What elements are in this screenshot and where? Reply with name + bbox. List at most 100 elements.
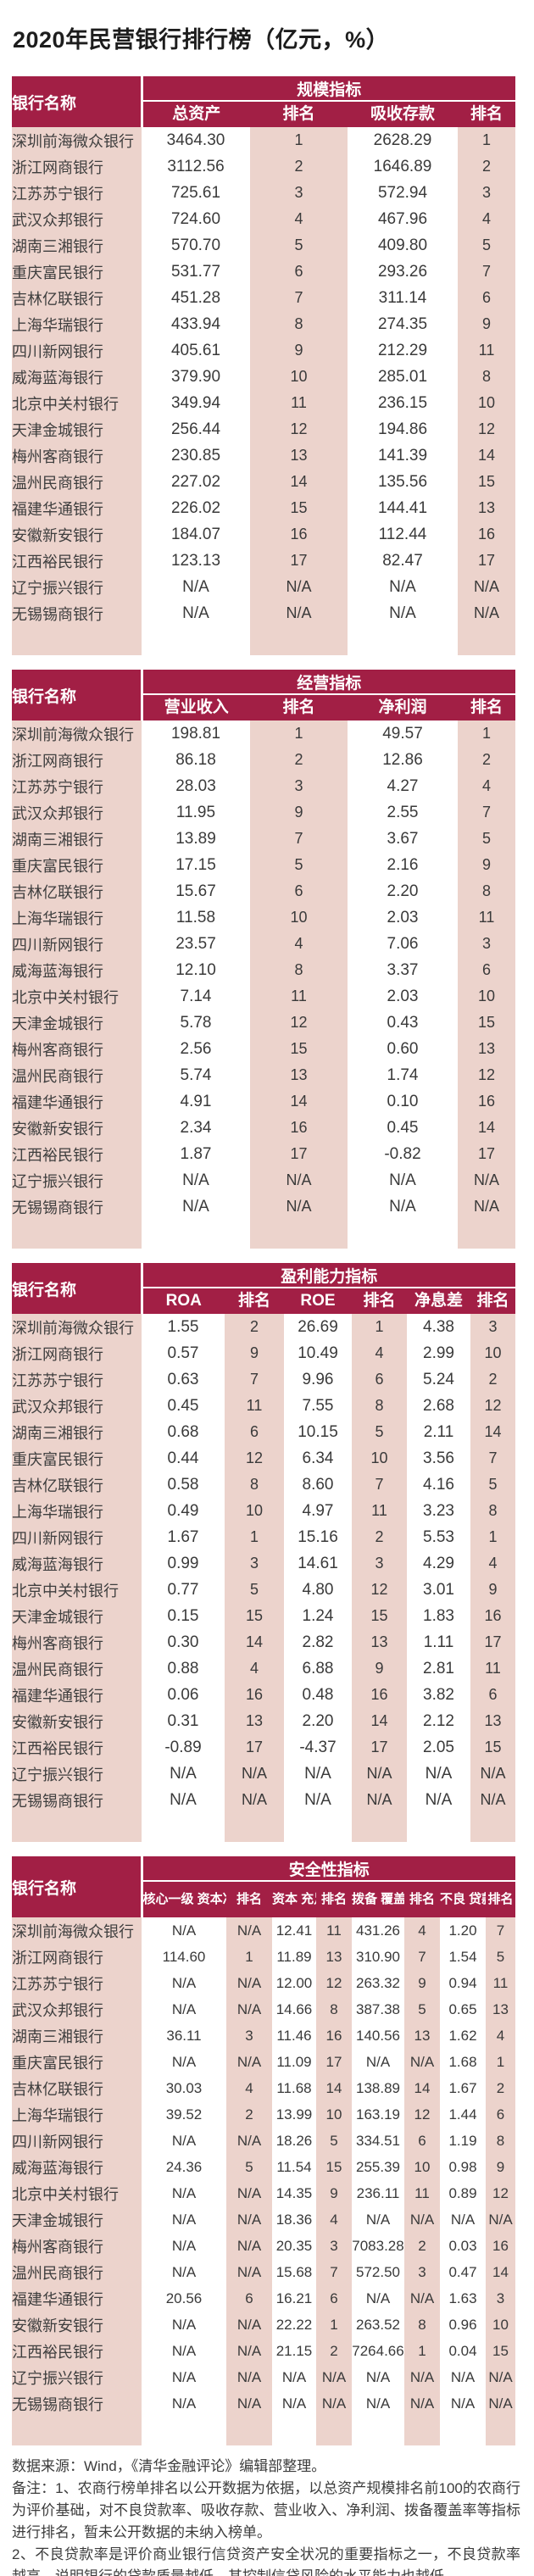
value-cell: 0.30 <box>142 1629 225 1655</box>
rank-cell: 4 <box>225 1655 284 1682</box>
table-row: 安徽新安银行 2.34 16 0.45 14 <box>12 1115 516 1141</box>
bank-name-cell: 江西裕民银行 <box>12 548 142 574</box>
rank-cell: 14 <box>470 1419 516 1445</box>
bank-name-cell: 四川新网银行 <box>12 337 142 364</box>
table-row: 福建华通银行 20.56 6 16.21 6 N/A N/A 1.63 3 <box>12 2285 516 2312</box>
table-row: 北京中关村银行 349.94 11 236.15 10 <box>12 390 516 416</box>
rank-cell: 4 <box>404 1917 440 1944</box>
value-cell: 0.96 <box>440 2312 486 2338</box>
rank-cell: 10 <box>404 2154 440 2180</box>
scale-indicators-table: 银行名称 规模指标 总资产 排名 吸收存款 排名 深圳前海微众银行 3464.30 1 2628.… <box>12 76 516 655</box>
rank-cell: 13 <box>458 1036 516 1062</box>
value-cell: 5.24 <box>407 1366 470 1393</box>
value-cell: 1.11 <box>407 1629 470 1655</box>
rank-cell: N/A <box>226 2338 272 2364</box>
table-row: 重庆富民银行 0.44 12 6.34 10 3.56 7 <box>12 1445 516 1472</box>
bank-name-cell: 辽宁振兴银行 <box>12 1761 142 1787</box>
rank-cell: 11 <box>225 1393 284 1419</box>
value-cell: 3.23 <box>407 1498 470 1524</box>
table-row: 上海华瑞银行 433.94 8 274.35 9 <box>12 311 516 337</box>
bank-name-cell: 江苏苏宁银行 <box>12 1366 142 1393</box>
table-row: 安徽新安银行 184.07 16 112.44 16 <box>12 521 516 548</box>
rank-cell: 11 <box>458 904 516 931</box>
rank-cell: 16 <box>250 521 348 548</box>
value-cell: 2.34 <box>142 1115 250 1141</box>
table-row: 温州民商银行 5.74 13 1.74 12 <box>12 1062 516 1088</box>
value-cell: 5.74 <box>142 1062 250 1088</box>
rank-cell: N/A <box>458 1167 516 1193</box>
value-cell: 4.29 <box>407 1550 470 1577</box>
rank-cell: 4 <box>352 1340 407 1366</box>
value-cell: 0.89 <box>440 2180 486 2206</box>
column-header: 排名 <box>250 101 348 127</box>
rank-cell: 16 <box>458 521 516 548</box>
bank-name-cell: 威海蓝海银行 <box>12 364 142 390</box>
value-cell: 112.44 <box>348 521 458 548</box>
rank-cell: N/A <box>226 2049 272 2075</box>
rank-cell: 14 <box>458 1115 516 1141</box>
value-cell: 451.28 <box>142 285 250 311</box>
bank-name-cell: 上海华瑞银行 <box>12 904 142 931</box>
table-row: 四川新网银行 23.57 4 7.06 3 <box>12 931 516 957</box>
value-cell: 24.36 <box>142 2154 226 2180</box>
rank-cell: N/A <box>458 574 516 600</box>
value-cell: 2.55 <box>348 799 458 826</box>
table-row: 梅州客商银行 2.56 15 0.60 13 <box>12 1036 516 1062</box>
rank-cell: 6 <box>458 957 516 983</box>
value-cell: 0.68 <box>142 1419 225 1445</box>
value-cell: N/A <box>352 2206 404 2233</box>
value-cell: N/A <box>352 2390 404 2417</box>
value-cell: 14.35 <box>272 2180 316 2206</box>
rank-cell: 14 <box>250 1088 348 1115</box>
rank-cell: N/A <box>352 1787 407 1813</box>
column-header: 净息差 <box>407 1288 470 1314</box>
value-cell: 11.68 <box>272 2075 316 2101</box>
value-cell: 14.66 <box>272 1996 316 2022</box>
rank-cell: 7 <box>225 1366 284 1393</box>
value-cell: 13.89 <box>142 826 250 852</box>
value-cell: 226.02 <box>142 495 250 521</box>
bank-name-cell: 武汉众邦银行 <box>12 1393 142 1419</box>
rank-cell: 10 <box>458 390 516 416</box>
value-cell: 11.46 <box>272 2022 316 2049</box>
bank-name-cell: 天津金城银行 <box>12 416 142 442</box>
value-cell: 263.52 <box>352 2312 404 2338</box>
value-cell: 4.80 <box>284 1577 352 1603</box>
table-row: 福建华通银行 4.91 14 0.10 16 <box>12 1088 516 1115</box>
rank-cell: 15 <box>458 469 516 495</box>
rank-cell: 1 <box>404 2338 440 2364</box>
bank-name-cell: 天津金城银行 <box>12 2206 142 2233</box>
rank-cell: 2 <box>316 2338 352 2364</box>
bank-name-cell: 威海蓝海银行 <box>12 957 142 983</box>
remark-note-2: 2、不良贷款率是评价商业银行信贷资产安全状况的重要指标之一，不良贷款率越高，说明… <box>12 2546 520 2576</box>
bank-name-cell: 重庆富民银行 <box>12 259 142 285</box>
rank-cell: 4 <box>458 773 516 799</box>
value-cell: 2.16 <box>348 852 458 878</box>
rank-cell: 3 <box>225 1550 284 1577</box>
rank-cell: 13 <box>316 1944 352 1970</box>
value-cell: N/A <box>348 1167 458 1193</box>
rank-cell: 10 <box>352 1445 407 1472</box>
table-row: 福建华通银行 0.06 16 0.48 16 3.82 6 <box>12 1682 516 1708</box>
rank-cell: 8 <box>404 2312 440 2338</box>
value-cell: 7083.28 <box>352 2233 404 2259</box>
bank-name-cell: 北京中关村银行 <box>12 2180 142 2206</box>
table-row: 天津金城银行 256.44 12 194.86 12 <box>12 416 516 442</box>
table-row: 四川新网银行 1.67 1 15.16 2 5.53 1 <box>12 1524 516 1550</box>
rank-cell: 5 <box>250 232 348 259</box>
rank-cell: 6 <box>226 2285 272 2312</box>
bank-name-cell: 安徽新安银行 <box>12 521 142 548</box>
value-cell: 3.67 <box>348 826 458 852</box>
footer-notes: 数据来源：Wind，《清华金融评论》编辑部整理。 备注：1、农商行榜单排名以公开… <box>12 2456 520 2576</box>
rank-cell: 10 <box>458 983 516 1010</box>
value-cell: 230.85 <box>142 442 250 469</box>
value-cell: 1.63 <box>440 2285 486 2312</box>
table-row: 吉林亿联银行 451.28 7 311.14 6 <box>12 285 516 311</box>
rank-cell: 5 <box>352 1419 407 1445</box>
rank-cell: 2 <box>225 1314 284 1340</box>
table-row: 湖南三湘银行 36.11 3 11.46 16 140.56 13 1.62 4 <box>12 2022 516 2049</box>
rank-cell: 8 <box>458 878 516 904</box>
rank-cell: 13 <box>486 1996 516 2022</box>
table-row: 天津金城银行 N/A N/A 18.36 4 N/A N/A N/A N/A <box>12 2206 516 2233</box>
value-cell: N/A <box>142 2233 226 2259</box>
